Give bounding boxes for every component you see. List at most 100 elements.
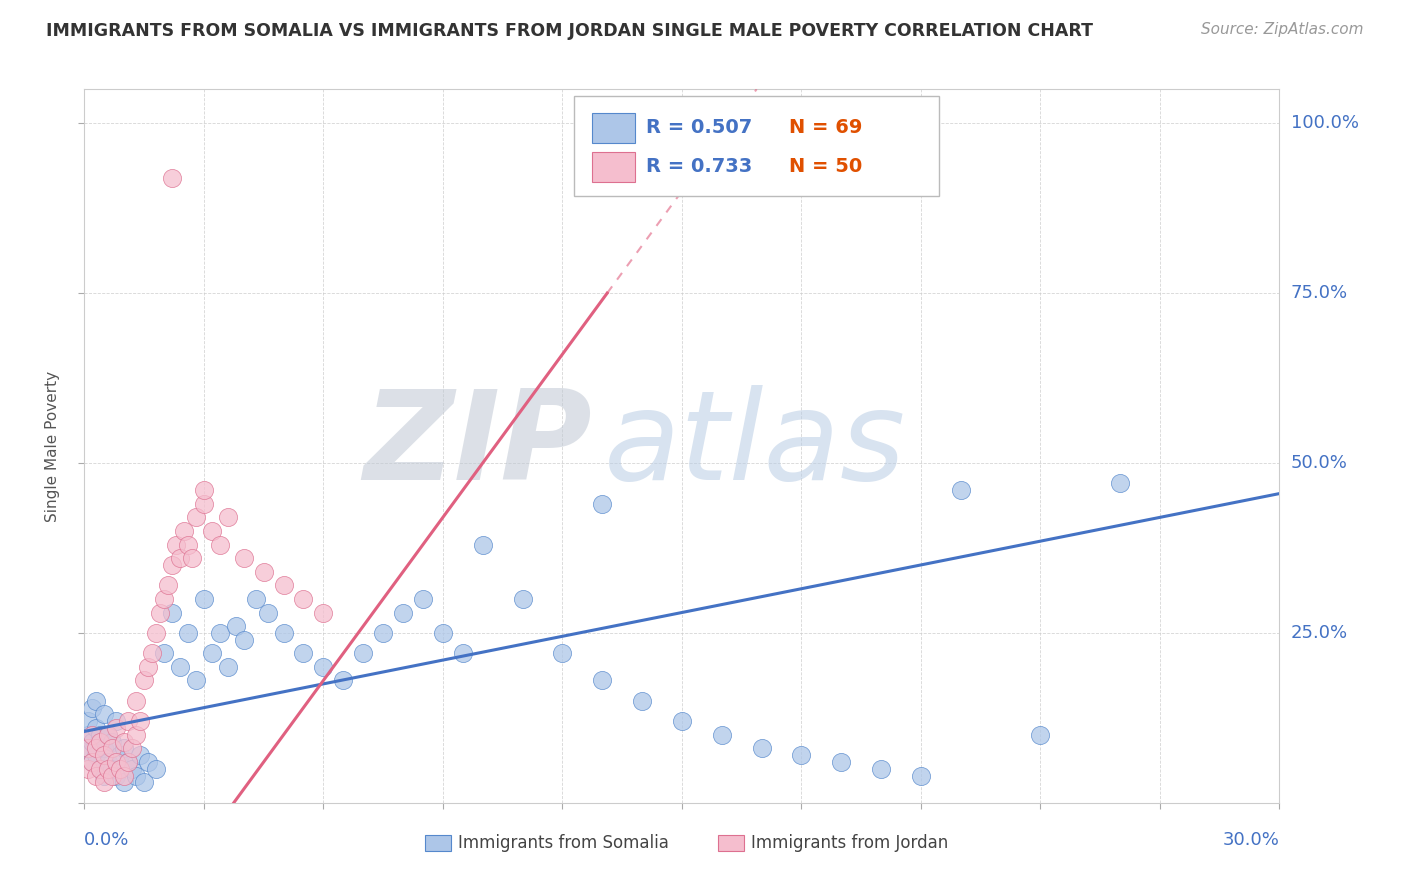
Point xyxy=(125,694,148,708)
Point xyxy=(169,551,191,566)
Point xyxy=(97,728,120,742)
Text: atlas: atlas xyxy=(605,385,907,507)
Text: Immigrants from Jordan: Immigrants from Jordan xyxy=(751,834,949,852)
Point xyxy=(201,646,224,660)
Point xyxy=(790,748,813,763)
Point xyxy=(125,728,148,742)
Point xyxy=(82,734,104,748)
Point xyxy=(101,741,124,756)
Point xyxy=(160,170,183,185)
Point xyxy=(870,762,893,776)
Point xyxy=(97,755,120,769)
Point xyxy=(89,728,111,742)
Point xyxy=(193,483,215,498)
Text: Immigrants from Somalia: Immigrants from Somalia xyxy=(458,834,669,852)
Point xyxy=(910,769,932,783)
Point xyxy=(110,762,132,776)
Point xyxy=(93,775,115,789)
Point xyxy=(82,700,104,714)
Point xyxy=(82,755,104,769)
Point xyxy=(217,510,239,524)
Point xyxy=(181,551,204,566)
Point xyxy=(193,497,215,511)
Point xyxy=(208,626,231,640)
Point xyxy=(1029,728,1052,742)
FancyBboxPatch shape xyxy=(425,835,451,851)
Point xyxy=(112,741,135,756)
Point xyxy=(89,734,111,748)
Point xyxy=(177,626,200,640)
Point xyxy=(89,762,111,776)
Point xyxy=(97,762,120,776)
Point xyxy=(1109,476,1132,491)
Point xyxy=(373,626,395,640)
Point xyxy=(93,707,115,722)
Point xyxy=(184,673,207,688)
Text: R = 0.507: R = 0.507 xyxy=(647,119,752,137)
Point xyxy=(352,646,374,660)
Point xyxy=(77,762,100,776)
Point xyxy=(512,591,534,606)
Point xyxy=(145,626,167,640)
Point xyxy=(77,741,100,756)
Point xyxy=(105,714,128,729)
Point xyxy=(132,673,156,688)
Point xyxy=(432,626,454,640)
FancyBboxPatch shape xyxy=(718,835,744,851)
FancyBboxPatch shape xyxy=(575,96,939,196)
Point xyxy=(82,728,104,742)
Point xyxy=(312,660,335,674)
Text: ZIP: ZIP xyxy=(364,385,592,507)
Text: 30.0%: 30.0% xyxy=(1223,831,1279,849)
Point xyxy=(129,748,152,763)
Point xyxy=(256,606,278,620)
Point xyxy=(232,551,254,566)
Point xyxy=(101,769,124,783)
Point xyxy=(129,714,152,729)
Point xyxy=(117,755,139,769)
Point xyxy=(93,748,115,763)
Point xyxy=(153,591,176,606)
Point xyxy=(121,762,143,776)
Text: N = 69: N = 69 xyxy=(790,119,863,137)
Point xyxy=(292,646,315,660)
Point xyxy=(184,510,207,524)
Point xyxy=(112,775,135,789)
Text: 0.0%: 0.0% xyxy=(84,831,129,849)
Point xyxy=(136,660,159,674)
Point xyxy=(117,714,139,729)
Point xyxy=(110,748,132,763)
Point xyxy=(830,755,852,769)
Point xyxy=(332,673,354,688)
Text: 100.0%: 100.0% xyxy=(1291,114,1358,132)
Point xyxy=(710,728,733,742)
Point xyxy=(153,646,176,660)
FancyBboxPatch shape xyxy=(592,112,636,143)
Point xyxy=(149,606,172,620)
Point xyxy=(145,762,167,776)
Text: 75.0%: 75.0% xyxy=(1291,284,1348,302)
Point xyxy=(392,606,415,620)
Point xyxy=(86,741,108,756)
Point xyxy=(451,646,474,660)
Point xyxy=(225,619,247,633)
Point xyxy=(169,660,191,674)
Point xyxy=(160,606,183,620)
Point xyxy=(173,524,195,538)
Point xyxy=(93,741,115,756)
Y-axis label: Single Male Poverty: Single Male Poverty xyxy=(45,370,60,522)
Point xyxy=(82,755,104,769)
Point xyxy=(471,537,494,551)
Point xyxy=(412,591,434,606)
Point xyxy=(273,626,295,640)
Point xyxy=(77,714,100,729)
Point xyxy=(136,755,159,769)
Point xyxy=(105,769,128,783)
Point xyxy=(121,741,143,756)
Point xyxy=(751,741,773,756)
Point xyxy=(105,721,128,735)
Point xyxy=(141,646,163,660)
Point xyxy=(132,775,156,789)
Text: 50.0%: 50.0% xyxy=(1291,454,1347,472)
Text: 25.0%: 25.0% xyxy=(1291,624,1348,642)
